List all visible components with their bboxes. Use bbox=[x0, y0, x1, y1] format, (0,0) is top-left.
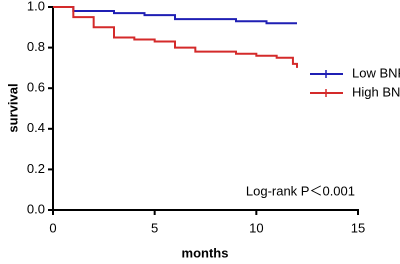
survival-line bbox=[53, 6, 298, 68]
annotation: Log-rank P＜0.001 bbox=[246, 183, 355, 198]
y-tick-label: 0.2 bbox=[27, 161, 45, 176]
x-axis-label: months bbox=[182, 245, 229, 260]
x-tick-label: 10 bbox=[249, 220, 263, 235]
y-tick-label: 0.4 bbox=[27, 120, 45, 135]
y-axis-label: survival bbox=[5, 83, 20, 132]
y-tick-label: 0.8 bbox=[27, 39, 45, 54]
survival-line bbox=[53, 6, 297, 25]
y-tick-label: 0.6 bbox=[27, 80, 45, 95]
y-tick-label: 1.0 bbox=[27, 0, 45, 13]
y-tick-label: 0.0 bbox=[27, 201, 45, 216]
x-tick-label: 15 bbox=[351, 220, 365, 235]
x-tick-label: 0 bbox=[49, 220, 56, 235]
x-tick-label: 5 bbox=[151, 220, 158, 235]
legend-label: High BNP bbox=[352, 84, 400, 99]
legend-label: Low BNP bbox=[352, 65, 400, 80]
